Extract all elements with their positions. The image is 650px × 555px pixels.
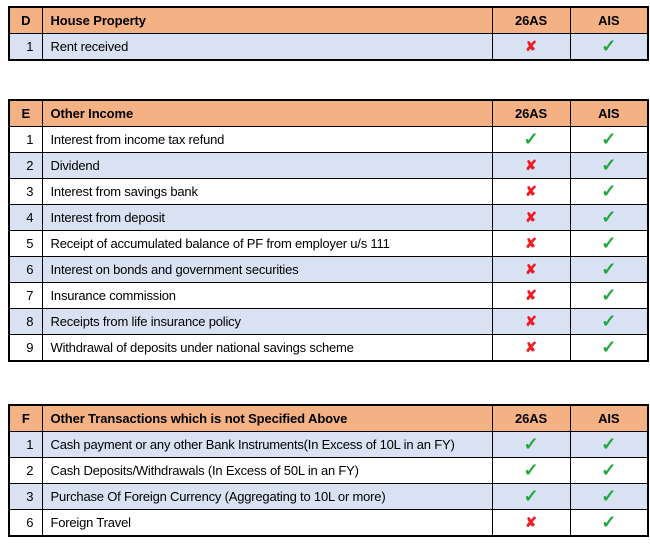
row-number: 5 [8,230,43,257]
row-label: Foreign Travel [41,509,493,537]
mark-26as: ✘ [491,509,571,537]
mark-ais: ✓ [569,178,649,205]
row-number: 7 [8,282,43,309]
table-title: House Property [41,6,493,34]
table-other-transactions: F Other Transactions which is not Specif… [8,404,649,537]
table-header-row: D House Property 26AS AIS [8,6,649,34]
row-number: 1 [8,431,43,458]
mark-ais: ✓ [569,126,649,153]
mark-26as: ✓ [491,126,571,153]
mark-26as: ✘ [491,256,571,283]
mark-26as: ✘ [491,230,571,257]
mark-26as: ✘ [491,152,571,179]
table-row: 8 Receipts from life insurance policy ✘ … [8,308,649,335]
row-label: Purchase Of Foreign Currency (Aggregatin… [41,483,493,510]
row-number: 2 [8,152,43,179]
row-label: Insurance commission [41,282,493,309]
row-label: Cash payment or any other Bank Instrumen… [41,431,493,458]
table-row: 1 Interest from income tax refund ✓ ✓ [8,126,649,153]
mark-ais: ✓ [569,509,649,537]
table-header-row: E Other Income 26AS AIS [8,99,649,127]
mark-26as: ✘ [491,308,571,335]
row-label: Withdrawal of deposits under national sa… [41,334,493,362]
table-row: 1 Rent received ✘ ✓ [8,33,649,61]
table-row: 4 Interest from deposit ✘ ✓ [8,204,649,231]
row-label: Interest from savings bank [41,178,493,205]
mark-26as: ✘ [491,282,571,309]
page: D House Property 26AS AIS 1 Rent receive… [8,6,649,537]
mark-ais: ✓ [569,230,649,257]
mark-ais: ✓ [569,152,649,179]
mark-26as: ✘ [491,178,571,205]
mark-26as: ✘ [491,334,571,362]
row-number: 6 [8,509,43,537]
mark-ais: ✓ [569,457,649,484]
mark-ais: ✓ [569,483,649,510]
table-row: 3 Interest from savings bank ✘ ✓ [8,178,649,205]
section-letter: E [8,99,43,127]
table-row: 6 Interest on bonds and government secur… [8,256,649,283]
column-header-ais: AIS [569,404,649,432]
column-header-26as: 26AS [491,6,571,34]
table-row: 9 Withdrawal of deposits under national … [8,334,649,362]
row-number: 3 [8,483,43,510]
row-number: 2 [8,457,43,484]
table-row: 2 Cash Deposits/Withdrawals (In Excess o… [8,457,649,484]
column-header-ais: AIS [569,6,649,34]
section-letter: D [8,6,43,34]
section-letter: F [8,404,43,432]
mark-ais: ✓ [569,33,649,61]
table-row: 2 Dividend ✘ ✓ [8,152,649,179]
table-row: 3 Purchase Of Foreign Currency (Aggregat… [8,483,649,510]
row-number: 1 [8,126,43,153]
row-label: Interest from deposit [41,204,493,231]
table-row: 6 Foreign Travel ✘ ✓ [8,509,649,537]
row-number: 1 [8,33,43,61]
table-title: Other Transactions which is not Specifie… [41,404,493,432]
mark-26as: ✘ [491,204,571,231]
column-header-ais: AIS [569,99,649,127]
row-number: 4 [8,204,43,231]
mark-ais: ✓ [569,334,649,362]
mark-ais: ✓ [569,256,649,283]
table-row: 7 Insurance commission ✘ ✓ [8,282,649,309]
table-row: 1 Cash payment or any other Bank Instrum… [8,431,649,458]
row-label: Interest from income tax refund [41,126,493,153]
mark-26as: ✘ [491,33,571,61]
row-number: 3 [8,178,43,205]
mark-26as: ✓ [491,431,571,458]
mark-26as: ✓ [491,483,571,510]
row-label: Receipts from life insurance policy [41,308,493,335]
row-label: Rent received [41,33,493,61]
table-header-row: F Other Transactions which is not Specif… [8,404,649,432]
row-number: 8 [8,308,43,335]
mark-ais: ✓ [569,431,649,458]
row-number: 9 [8,334,43,362]
table-other-income: E Other Income 26AS AIS 1 Interest from … [8,99,649,362]
row-label: Dividend [41,152,493,179]
column-header-26as: 26AS [491,404,571,432]
table-title: Other Income [41,99,493,127]
mark-ais: ✓ [569,204,649,231]
table-row: 5 Receipt of accumulated balance of PF f… [8,230,649,257]
table-house-property: D House Property 26AS AIS 1 Rent receive… [8,6,649,61]
row-number: 6 [8,256,43,283]
row-label: Cash Deposits/Withdrawals (In Excess of … [41,457,493,484]
row-label: Interest on bonds and government securit… [41,256,493,283]
mark-26as: ✓ [491,457,571,484]
mark-ais: ✓ [569,308,649,335]
column-header-26as: 26AS [491,99,571,127]
row-label: Receipt of accumulated balance of PF fro… [41,230,493,257]
mark-ais: ✓ [569,282,649,309]
